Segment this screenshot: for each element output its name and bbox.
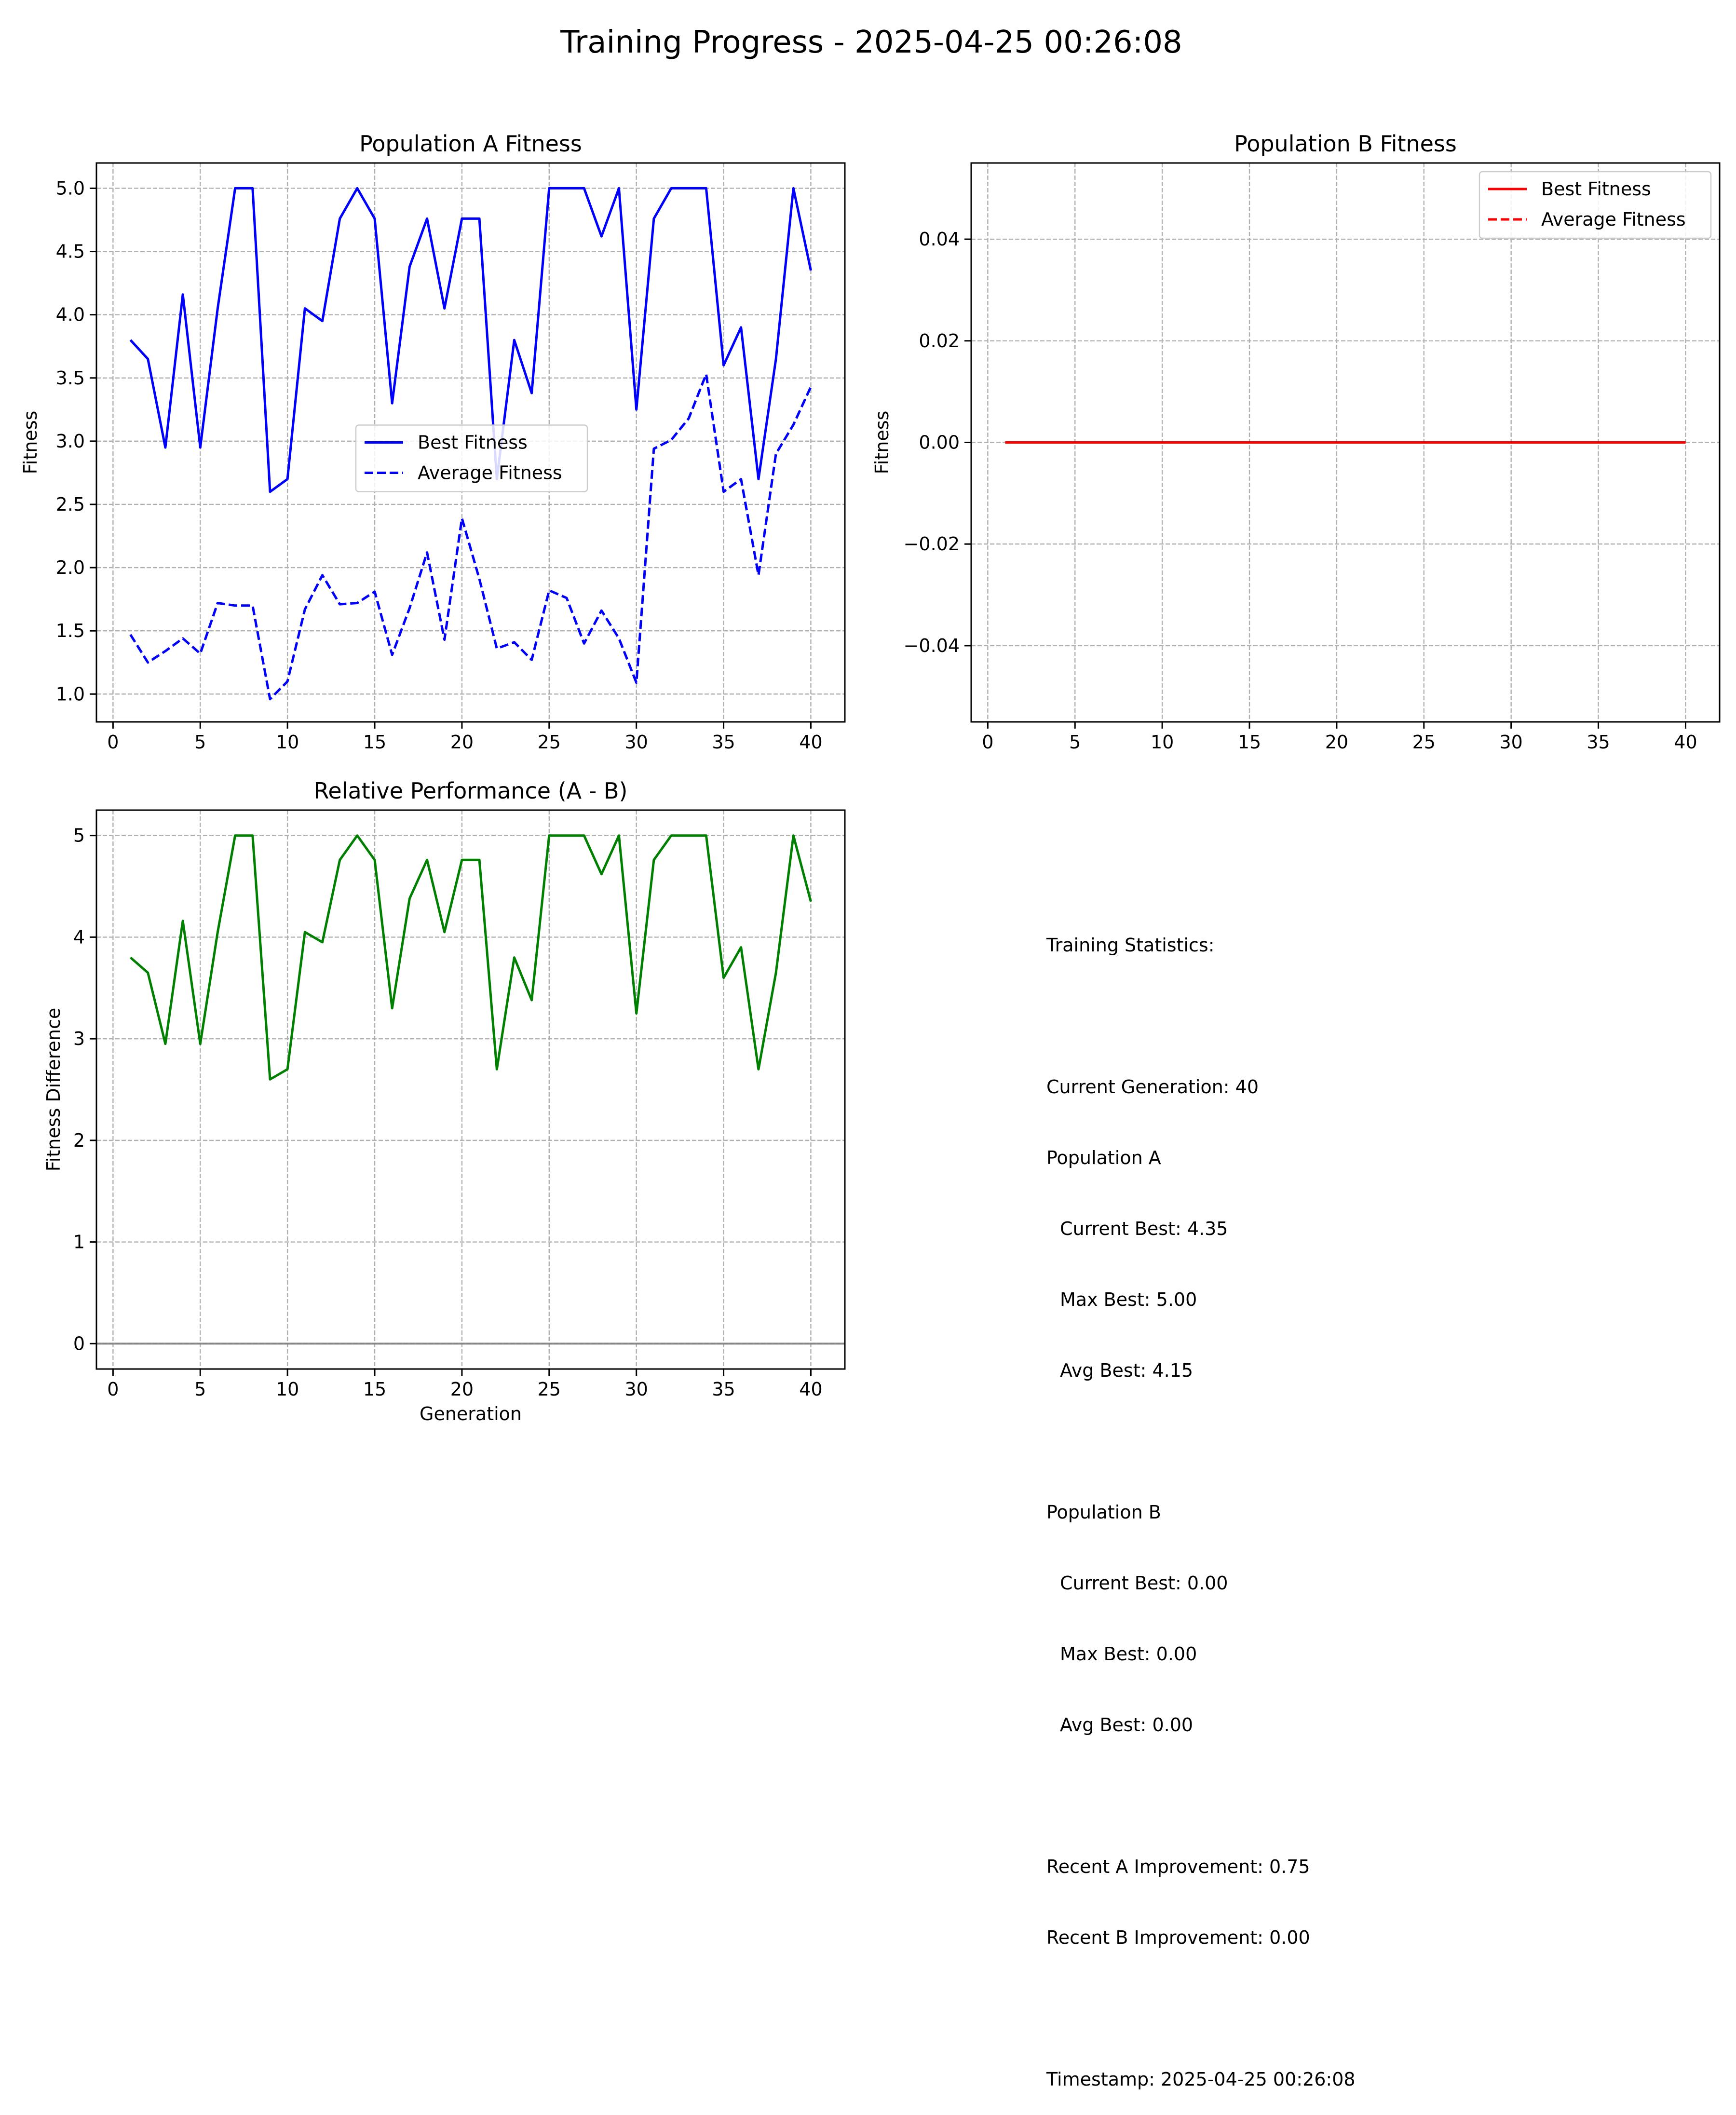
stats-population-a-avg-best: Avg Best: 4.15 [1060, 1360, 1194, 1381]
chart-title: Population A Fitness [359, 131, 582, 157]
chart-title: Population B Fitness [1234, 131, 1457, 157]
chart-1: 0 5 10 15 20 25 30 35 40 1.0 1.5 2.0 2.5 3.0 3.5 4.0 4.5… [20, 131, 846, 753]
y-tick-label: 5.0 [56, 177, 85, 199]
x-tick-label: 15 [1238, 732, 1261, 753]
x-tick-label: 40 [799, 732, 822, 753]
y-tick-label: 2.5 [56, 494, 85, 515]
x-tick-label: 10 [276, 732, 299, 753]
stats-recent-b-improvement: Recent B Improvement: 0.00 [1046, 1927, 1310, 1948]
y-tick-label: 4.5 [56, 241, 85, 262]
stats-population-a-max-best: Max Best: 5.00 [1060, 1289, 1197, 1310]
stats-recent-a-improvement: Recent A Improvement: 0.75 [1046, 1856, 1310, 1877]
stats-population-b-label: Population B [1046, 1502, 1161, 1523]
stats-population-a-current-best: Current Best: 4.35 [1060, 1218, 1228, 1239]
x-tick-label: 35 [712, 1379, 735, 1400]
x-tick-label: 25 [538, 1379, 561, 1400]
stats-population-a-label: Population A [1046, 1147, 1161, 1168]
legend: Best Fitness Average Fitness [1478, 171, 1712, 239]
x-tick-label: 40 [799, 1379, 822, 1400]
x-tick-label: 30 [625, 1379, 648, 1400]
legend-box [355, 424, 588, 492]
y-tick-label: 1 [73, 1232, 85, 1253]
stats-spacer [1046, 1997, 1356, 2020]
figure-title: Training Progress - 2025-04-25 00:26:08 [560, 25, 1182, 60]
y-tick-label: 2 [73, 1130, 85, 1151]
stats-timestamp: Timestamp: 2025-04-25 00:26:08 [1046, 2069, 1356, 2090]
y-tick-label: 0.02 [919, 330, 960, 352]
legend-label: Average Fitness [418, 462, 562, 484]
chart-title: Relative Performance (A - B) [313, 778, 627, 804]
x-tick-label: 25 [538, 732, 561, 753]
stats-population-b-max-best: Max Best: 0.00 [1060, 1643, 1197, 1665]
x-tick-label: 15 [363, 732, 386, 753]
x-tick-label: 10 [276, 1379, 299, 1400]
y-tick-label: 2.0 [56, 557, 85, 578]
training-statistics-panel: Training Statistics: Current Generation:… [1046, 886, 1356, 2115]
stats-heading: Training Statistics: [1046, 935, 1215, 956]
legend-box [1478, 171, 1712, 239]
stats-current-generation: Current Generation: 40 [1046, 1076, 1259, 1098]
y-tick-label: 5 [73, 825, 85, 846]
x-tick-label: 0 [982, 732, 993, 753]
x-tick-label: 10 [1151, 732, 1174, 753]
stats-spacer [1046, 1430, 1356, 1453]
axes-frame [95, 809, 846, 1370]
x-tick-label: 15 [363, 1379, 386, 1400]
x-tick-label: 25 [1412, 732, 1436, 753]
legend: Best Fitness Average Fitness [355, 424, 588, 492]
axes-frame [95, 162, 846, 723]
series-line-difference [129, 834, 812, 1081]
y-tick-label: 3.5 [56, 367, 85, 389]
stats-spacer [1046, 1784, 1356, 1808]
y-tick-label: 0 [73, 1333, 85, 1354]
stats-spacer [1046, 1004, 1356, 1028]
x-tick-label: 5 [194, 1379, 206, 1400]
y-axis-label: Fitness [871, 411, 893, 475]
y-tick-label: 0.04 [919, 229, 960, 250]
figure: Training Progress - 2025-04-25 00:26:08 … [20, 25, 1721, 1424]
x-tick-label: 5 [194, 732, 206, 753]
y-tick-label: −0.04 [904, 635, 960, 656]
x-tick-label: 20 [450, 732, 474, 753]
y-tick-label: 1.5 [56, 620, 85, 641]
plots: 0 5 10 15 20 25 30 35 401.01.52.02.53.03.54.04.5… [20, 131, 1721, 1424]
series-line-best-fitness [129, 187, 812, 493]
y-tick-label: 4.0 [56, 304, 85, 325]
y-tick-label: 4 [73, 926, 85, 948]
y-axis-label: Fitness [20, 411, 41, 475]
series-line-average-fitness [129, 373, 812, 701]
y-tick-label: 0.00 [919, 432, 960, 453]
y-tick-label: 1.0 [56, 683, 85, 705]
legend-label: Best Fitness [1541, 178, 1651, 200]
x-tick-label: 30 [1500, 732, 1523, 753]
stats-population-b-current-best: Current Best: 0.00 [1060, 1573, 1228, 1594]
x-axis-label: Generation [420, 1403, 522, 1424]
legend-label: Average Fitness [1541, 209, 1686, 230]
chart-2: 0 5 10 15 20 25 30 35 40 −0.04 −0.02 0.00 0.02 0.04 Po… [871, 131, 1721, 753]
x-tick-label: 30 [625, 732, 648, 753]
y-tick-label: −0.02 [904, 533, 960, 555]
x-tick-label: 35 [1587, 732, 1610, 753]
x-tick-label: 40 [1674, 732, 1697, 753]
stats-population-b-avg-best: Avg Best: 0.00 [1060, 1714, 1194, 1735]
legend-label: Best Fitness [418, 432, 528, 453]
y-tick-label: 3.0 [56, 431, 85, 452]
x-tick-label: 0 [107, 1379, 119, 1400]
x-tick-label: 5 [1069, 732, 1081, 753]
chart-3: 0 5 10 15 20 25 30 35 40 0 1 2 3 4 5 Relative Performan… [43, 778, 846, 1424]
x-tick-label: 35 [712, 732, 735, 753]
x-tick-label: 20 [450, 1379, 474, 1400]
y-tick-label: 3 [73, 1028, 85, 1049]
x-tick-label: 0 [107, 732, 119, 753]
y-axis-label: Fitness Difference [43, 1008, 64, 1172]
x-tick-label: 20 [1325, 732, 1348, 753]
